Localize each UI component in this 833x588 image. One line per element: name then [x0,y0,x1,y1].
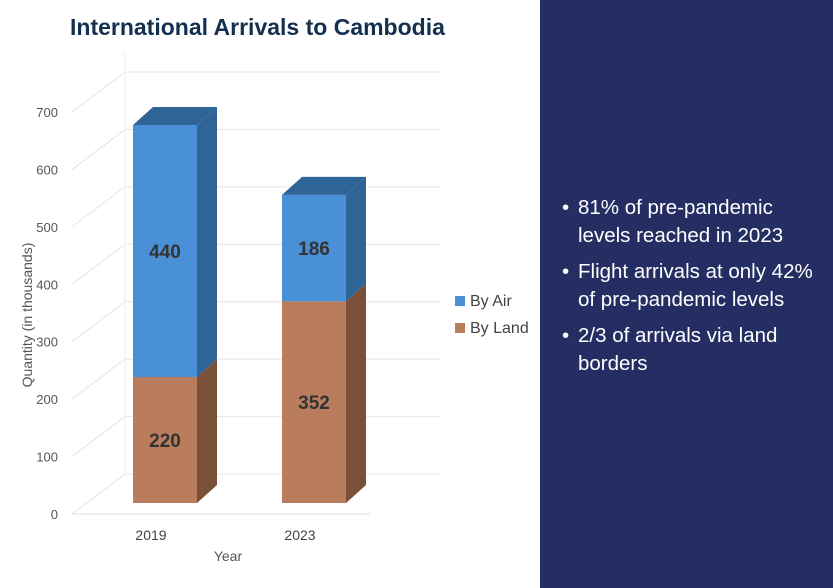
stacked-3d-bar-chart: 0 100 200 300 400 500 600 700 220 440 2019 352 186 20… [19,52,529,564]
y-tick-label: 300 [36,335,58,350]
bullet-text: 81% of pre-pandemic levels reached in 20… [578,196,784,247]
bar-segment [133,125,197,377]
x-tick-label: 2019 [135,527,166,543]
y-tick-label: 0 [51,507,58,522]
gridline-depth [71,473,126,515]
y-tick-label: 400 [36,277,58,292]
bar-side [346,283,366,503]
bullet-list: • 81% of pre-pandemic levels reached in 2… [562,194,827,386]
bullet-item: • 2/3 of arrivals via land borders [562,322,827,378]
y-tick-label: 700 [36,105,58,120]
legend-swatch [455,296,465,306]
bullet-text: Flight arrivals at only 42% of pre-pande… [578,260,813,311]
legend-swatch [455,323,465,333]
x-axis-title: Year [214,548,243,564]
chart-title: International Arrivals to Cambodia [70,14,445,40]
bullet-item: • 81% of pre-pandemic levels reached in 2… [562,194,827,250]
gridline-depth [71,243,126,285]
bar-top [133,107,217,125]
summary-panel: • 81% of pre-pandemic levels reached in 2… [540,0,833,588]
bar-top [282,176,366,195]
bar-side [197,107,217,377]
data-label: 440 [149,242,181,263]
bullet-item: • Flight arrivals at only 42% of pre-pand… [562,258,827,314]
bar-segment [282,194,346,302]
data-label: 220 [149,431,181,452]
gridline-depth [71,71,126,113]
y-tick-label: 600 [36,162,58,177]
bar-side [197,359,217,503]
y-tick-label: 200 [36,392,58,407]
bar-segment [282,301,346,503]
gridline-depth [71,358,126,400]
data-label: 352 [298,393,330,414]
gridline-depth [71,186,126,228]
data-label: 186 [298,239,330,260]
x-tick-label: 2023 [284,527,315,543]
bullet-icon: • [562,260,570,283]
bar-segment [133,377,197,503]
bullet-icon: • [562,196,570,219]
bar-side [346,176,366,302]
legend-label: By Air [470,293,512,310]
legend-label: By Land [470,320,529,337]
gridline-depth [71,301,126,343]
y-axis-title: Quantity (in thousands) [19,243,35,388]
bullet-text: 2/3 of arrivals via land borders [578,324,778,375]
gridline-depth [71,416,126,457]
bullet-icon: • [562,324,570,347]
y-tick-label: 500 [36,220,58,235]
y-tick-label: 100 [36,450,58,465]
gridline-depth [71,129,126,170]
